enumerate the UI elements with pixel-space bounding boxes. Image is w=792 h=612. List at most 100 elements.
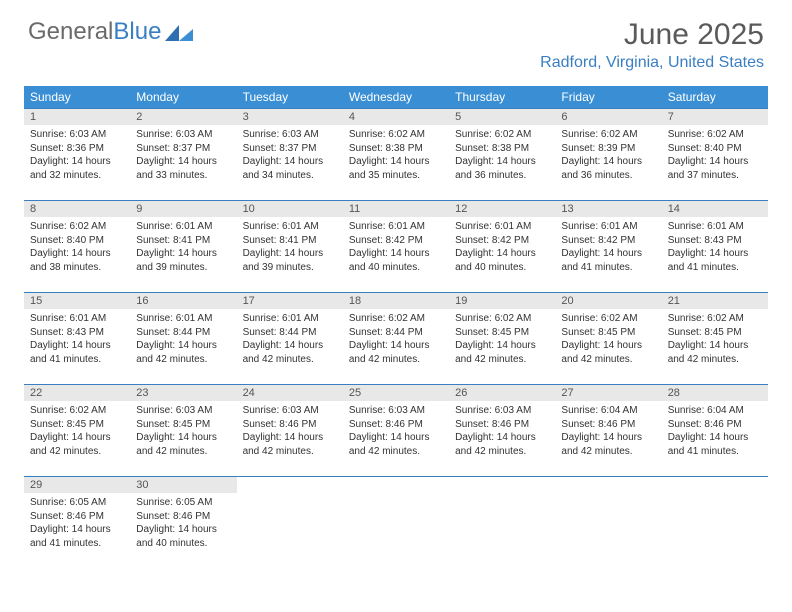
daylight-line: Daylight: 14 hours and 42 minutes. <box>30 431 124 458</box>
day-details: Sunrise: 6:03 AMSunset: 8:46 PMDaylight:… <box>237 401 343 462</box>
day-details: Sunrise: 6:02 AMSunset: 8:45 PMDaylight:… <box>662 309 768 370</box>
calendar-week-row: 1Sunrise: 6:03 AMSunset: 8:36 PMDaylight… <box>24 109 768 201</box>
sunrise-line: Sunrise: 6:03 AM <box>136 128 230 142</box>
day-details: Sunrise: 6:05 AMSunset: 8:46 PMDaylight:… <box>130 493 236 554</box>
day-details: Sunrise: 6:03 AMSunset: 8:46 PMDaylight:… <box>449 401 555 462</box>
sunset-line: Sunset: 8:43 PM <box>30 326 124 340</box>
calendar-day-cell: 26Sunrise: 6:03 AMSunset: 8:46 PMDayligh… <box>449 385 555 477</box>
sunset-line: Sunset: 8:43 PM <box>668 234 762 248</box>
daylight-line: Daylight: 14 hours and 35 minutes. <box>349 155 443 182</box>
sunset-line: Sunset: 8:41 PM <box>243 234 337 248</box>
weekday-header: Thursday <box>449 86 555 109</box>
day-details: Sunrise: 6:02 AMSunset: 8:40 PMDaylight:… <box>24 217 130 278</box>
day-number: 26 <box>449 385 555 401</box>
day-details: Sunrise: 6:02 AMSunset: 8:45 PMDaylight:… <box>24 401 130 462</box>
day-number: 6 <box>555 109 661 125</box>
sunrise-line: Sunrise: 6:01 AM <box>136 220 230 234</box>
day-details: Sunrise: 6:01 AMSunset: 8:44 PMDaylight:… <box>237 309 343 370</box>
day-details: Sunrise: 6:02 AMSunset: 8:45 PMDaylight:… <box>555 309 661 370</box>
sunset-line: Sunset: 8:45 PM <box>455 326 549 340</box>
day-number: 8 <box>24 201 130 217</box>
calendar-day-cell <box>555 477 661 569</box>
sunset-line: Sunset: 8:45 PM <box>136 418 230 432</box>
calendar-day-cell: 11Sunrise: 6:01 AMSunset: 8:42 PMDayligh… <box>343 201 449 293</box>
sunset-line: Sunset: 8:45 PM <box>668 326 762 340</box>
weekday-header: Monday <box>130 86 236 109</box>
calendar-day-cell: 13Sunrise: 6:01 AMSunset: 8:42 PMDayligh… <box>555 201 661 293</box>
calendar-day-cell <box>343 477 449 569</box>
weekday-header: Wednesday <box>343 86 449 109</box>
daylight-line: Daylight: 14 hours and 42 minutes. <box>455 339 549 366</box>
day-number: 13 <box>555 201 661 217</box>
day-number: 16 <box>130 293 236 309</box>
daylight-line: Daylight: 14 hours and 42 minutes. <box>349 431 443 458</box>
day-number: 14 <box>662 201 768 217</box>
calendar-week-row: 8Sunrise: 6:02 AMSunset: 8:40 PMDaylight… <box>24 201 768 293</box>
day-number: 17 <box>237 293 343 309</box>
daylight-line: Daylight: 14 hours and 42 minutes. <box>243 431 337 458</box>
title-block: June 2025 Radford, Virginia, United Stat… <box>540 18 764 72</box>
sunrise-line: Sunrise: 6:02 AM <box>668 312 762 326</box>
daylight-line: Daylight: 14 hours and 42 minutes. <box>349 339 443 366</box>
day-details: Sunrise: 6:01 AMSunset: 8:43 PMDaylight:… <box>662 217 768 278</box>
page-title: June 2025 <box>540 18 764 52</box>
sunset-line: Sunset: 8:46 PM <box>668 418 762 432</box>
calendar-day-cell: 22Sunrise: 6:02 AMSunset: 8:45 PMDayligh… <box>24 385 130 477</box>
calendar-day-cell: 4Sunrise: 6:02 AMSunset: 8:38 PMDaylight… <box>343 109 449 201</box>
day-details: Sunrise: 6:02 AMSunset: 8:38 PMDaylight:… <box>449 125 555 186</box>
calendar-day-cell: 15Sunrise: 6:01 AMSunset: 8:43 PMDayligh… <box>24 293 130 385</box>
day-number: 25 <box>343 385 449 401</box>
logo-text-1: General <box>28 18 113 46</box>
sunrise-line: Sunrise: 6:02 AM <box>349 312 443 326</box>
day-details: Sunrise: 6:01 AMSunset: 8:43 PMDaylight:… <box>24 309 130 370</box>
day-number: 11 <box>343 201 449 217</box>
sunrise-line: Sunrise: 6:01 AM <box>30 312 124 326</box>
daylight-line: Daylight: 14 hours and 42 minutes. <box>668 339 762 366</box>
weekday-header: Sunday <box>24 86 130 109</box>
sunrise-line: Sunrise: 6:02 AM <box>561 312 655 326</box>
sunset-line: Sunset: 8:40 PM <box>30 234 124 248</box>
calendar-week-row: 22Sunrise: 6:02 AMSunset: 8:45 PMDayligh… <box>24 385 768 477</box>
sunset-line: Sunset: 8:41 PM <box>136 234 230 248</box>
calendar-day-cell: 20Sunrise: 6:02 AMSunset: 8:45 PMDayligh… <box>555 293 661 385</box>
calendar-day-cell: 14Sunrise: 6:01 AMSunset: 8:43 PMDayligh… <box>662 201 768 293</box>
daylight-line: Daylight: 14 hours and 37 minutes. <box>668 155 762 182</box>
day-details: Sunrise: 6:05 AMSunset: 8:46 PMDaylight:… <box>24 493 130 554</box>
daylight-line: Daylight: 14 hours and 40 minutes. <box>136 523 230 550</box>
logo: GeneralBlue <box>28 18 193 46</box>
sunset-line: Sunset: 8:38 PM <box>349 142 443 156</box>
calendar-day-cell: 6Sunrise: 6:02 AMSunset: 8:39 PMDaylight… <box>555 109 661 201</box>
calendar-day-cell: 28Sunrise: 6:04 AMSunset: 8:46 PMDayligh… <box>662 385 768 477</box>
sunrise-line: Sunrise: 6:02 AM <box>349 128 443 142</box>
sunrise-line: Sunrise: 6:04 AM <box>668 404 762 418</box>
calendar-day-cell: 16Sunrise: 6:01 AMSunset: 8:44 PMDayligh… <box>130 293 236 385</box>
day-number: 7 <box>662 109 768 125</box>
day-number: 24 <box>237 385 343 401</box>
calendar-day-cell: 12Sunrise: 6:01 AMSunset: 8:42 PMDayligh… <box>449 201 555 293</box>
daylight-line: Daylight: 14 hours and 42 minutes. <box>136 339 230 366</box>
sunset-line: Sunset: 8:46 PM <box>30 510 124 524</box>
calendar-day-cell <box>662 477 768 569</box>
daylight-line: Daylight: 14 hours and 42 minutes. <box>136 431 230 458</box>
logo-text-2: Blue <box>113 18 161 46</box>
sunrise-line: Sunrise: 6:02 AM <box>30 220 124 234</box>
daylight-line: Daylight: 14 hours and 34 minutes. <box>243 155 337 182</box>
sunset-line: Sunset: 8:42 PM <box>455 234 549 248</box>
sunrise-line: Sunrise: 6:04 AM <box>561 404 655 418</box>
calendar-day-cell: 3Sunrise: 6:03 AMSunset: 8:37 PMDaylight… <box>237 109 343 201</box>
day-details: Sunrise: 6:02 AMSunset: 8:44 PMDaylight:… <box>343 309 449 370</box>
sunrise-line: Sunrise: 6:02 AM <box>668 128 762 142</box>
day-number: 18 <box>343 293 449 309</box>
sunset-line: Sunset: 8:37 PM <box>136 142 230 156</box>
sunrise-line: Sunrise: 6:01 AM <box>349 220 443 234</box>
daylight-line: Daylight: 14 hours and 41 minutes. <box>561 247 655 274</box>
calendar-day-cell: 21Sunrise: 6:02 AMSunset: 8:45 PMDayligh… <box>662 293 768 385</box>
header: GeneralBlue June 2025 Radford, Virginia,… <box>0 0 792 80</box>
sunrise-line: Sunrise: 6:05 AM <box>136 496 230 510</box>
calendar-day-cell: 7Sunrise: 6:02 AMSunset: 8:40 PMDaylight… <box>662 109 768 201</box>
sunset-line: Sunset: 8:44 PM <box>243 326 337 340</box>
sunset-line: Sunset: 8:44 PM <box>136 326 230 340</box>
weekday-header: Saturday <box>662 86 768 109</box>
day-details: Sunrise: 6:02 AMSunset: 8:45 PMDaylight:… <box>449 309 555 370</box>
calendar-table: Sunday Monday Tuesday Wednesday Thursday… <box>24 86 768 569</box>
